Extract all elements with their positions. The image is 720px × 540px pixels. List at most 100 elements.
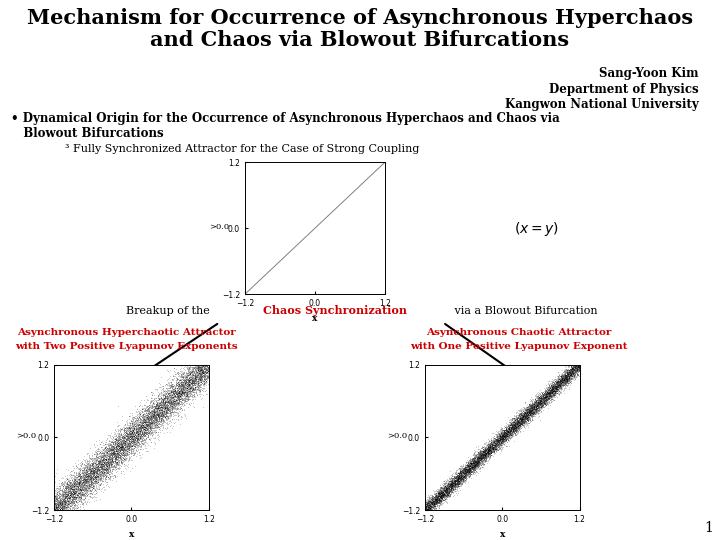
Point (522, 404, 534, 413)
Point (168, 400, 179, 409)
Point (127, 435, 139, 443)
Point (73, 489, 85, 497)
Point (531, 407, 542, 415)
Point (527, 403, 539, 412)
Point (107, 440, 119, 448)
Point (523, 408, 535, 417)
Point (176, 379, 187, 388)
Point (138, 414, 150, 423)
Point (131, 431, 143, 440)
Point (165, 400, 176, 409)
Point (60, 490, 71, 499)
Point (521, 404, 532, 413)
Point (156, 410, 168, 418)
Point (563, 373, 575, 382)
Point (510, 421, 522, 430)
Point (91, 453, 103, 461)
Point (443, 484, 454, 493)
Point (530, 405, 541, 414)
Point (548, 396, 559, 404)
Point (508, 428, 520, 437)
Point (90, 469, 102, 477)
Point (77, 463, 89, 471)
Point (172, 392, 184, 401)
Point (156, 400, 168, 408)
Point (491, 434, 503, 442)
Point (526, 408, 537, 417)
Point (194, 378, 206, 387)
Point (85, 477, 96, 485)
Point (572, 364, 583, 373)
Point (521, 406, 533, 414)
Point (457, 472, 469, 481)
Point (67, 497, 78, 505)
Point (523, 404, 534, 413)
Point (54, 503, 66, 512)
Point (498, 434, 509, 442)
Point (505, 423, 516, 432)
Point (186, 376, 198, 385)
Point (553, 375, 564, 384)
Point (531, 407, 543, 415)
Point (78, 486, 89, 495)
Point (523, 410, 534, 419)
Point (565, 366, 577, 374)
Point (568, 364, 580, 373)
Point (488, 436, 500, 445)
Point (485, 447, 496, 456)
Point (67, 494, 78, 503)
Point (161, 403, 173, 411)
Point (528, 405, 539, 414)
Point (73, 469, 85, 478)
Point (439, 482, 451, 490)
Point (523, 410, 535, 418)
Point (117, 443, 129, 451)
Point (523, 402, 535, 411)
Point (431, 498, 443, 507)
Point (66, 480, 77, 489)
Point (202, 361, 213, 370)
Point (527, 402, 539, 410)
Point (464, 468, 476, 476)
Point (184, 370, 196, 379)
Point (161, 403, 173, 412)
Point (492, 440, 504, 449)
Point (194, 374, 206, 383)
Point (498, 430, 510, 438)
Point (181, 384, 193, 393)
Point (522, 402, 534, 411)
Point (134, 412, 145, 421)
Point (503, 416, 514, 424)
Point (52, 501, 63, 510)
Point (469, 458, 481, 467)
Point (553, 377, 564, 386)
Point (137, 422, 148, 431)
Point (59, 498, 71, 507)
Point (474, 447, 486, 456)
Point (420, 502, 432, 510)
Point (131, 432, 143, 441)
Point (431, 494, 442, 503)
Point (454, 480, 465, 488)
Point (463, 461, 474, 469)
Point (556, 373, 567, 382)
Point (546, 388, 558, 396)
Point (524, 410, 536, 418)
Point (84, 477, 95, 485)
Point (495, 441, 507, 449)
Point (153, 404, 164, 413)
Point (56, 497, 68, 506)
Point (194, 386, 205, 395)
Point (145, 397, 156, 406)
Point (438, 482, 449, 490)
Point (135, 418, 147, 427)
Point (84, 464, 95, 473)
Point (171, 399, 183, 407)
Point (515, 418, 526, 427)
Point (161, 414, 172, 422)
Point (142, 415, 153, 424)
Point (197, 367, 209, 376)
Point (479, 447, 490, 456)
Point (112, 439, 123, 448)
Point (536, 401, 547, 410)
